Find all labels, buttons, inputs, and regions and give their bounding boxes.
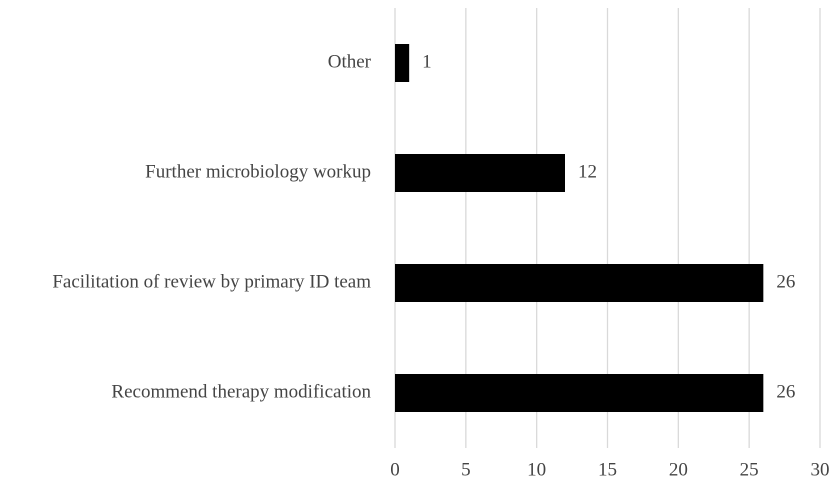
bar: [395, 374, 764, 412]
data-label: 1: [422, 51, 432, 72]
bar: [395, 44, 410, 82]
y-tick-label: Further microbiology workup: [145, 161, 371, 182]
y-tick-label: Other: [328, 51, 372, 72]
data-label: 12: [578, 161, 597, 182]
x-tick-label: 30: [811, 459, 830, 480]
bar: [395, 154, 565, 192]
x-tick-label: 25: [740, 459, 759, 480]
y-tick-label: Recommend therapy modification: [111, 381, 371, 402]
data-label: 26: [776, 381, 795, 402]
x-tick-label: 15: [598, 459, 617, 480]
x-tick-label: 5: [461, 459, 471, 480]
data-label: 26: [776, 271, 795, 292]
x-tick-label: 10: [527, 459, 546, 480]
x-tick-label: 20: [669, 459, 688, 480]
x-tick-label: 0: [390, 459, 400, 480]
y-tick-label: Facilitation of review by primary ID tea…: [52, 271, 371, 292]
bar: [395, 264, 764, 302]
